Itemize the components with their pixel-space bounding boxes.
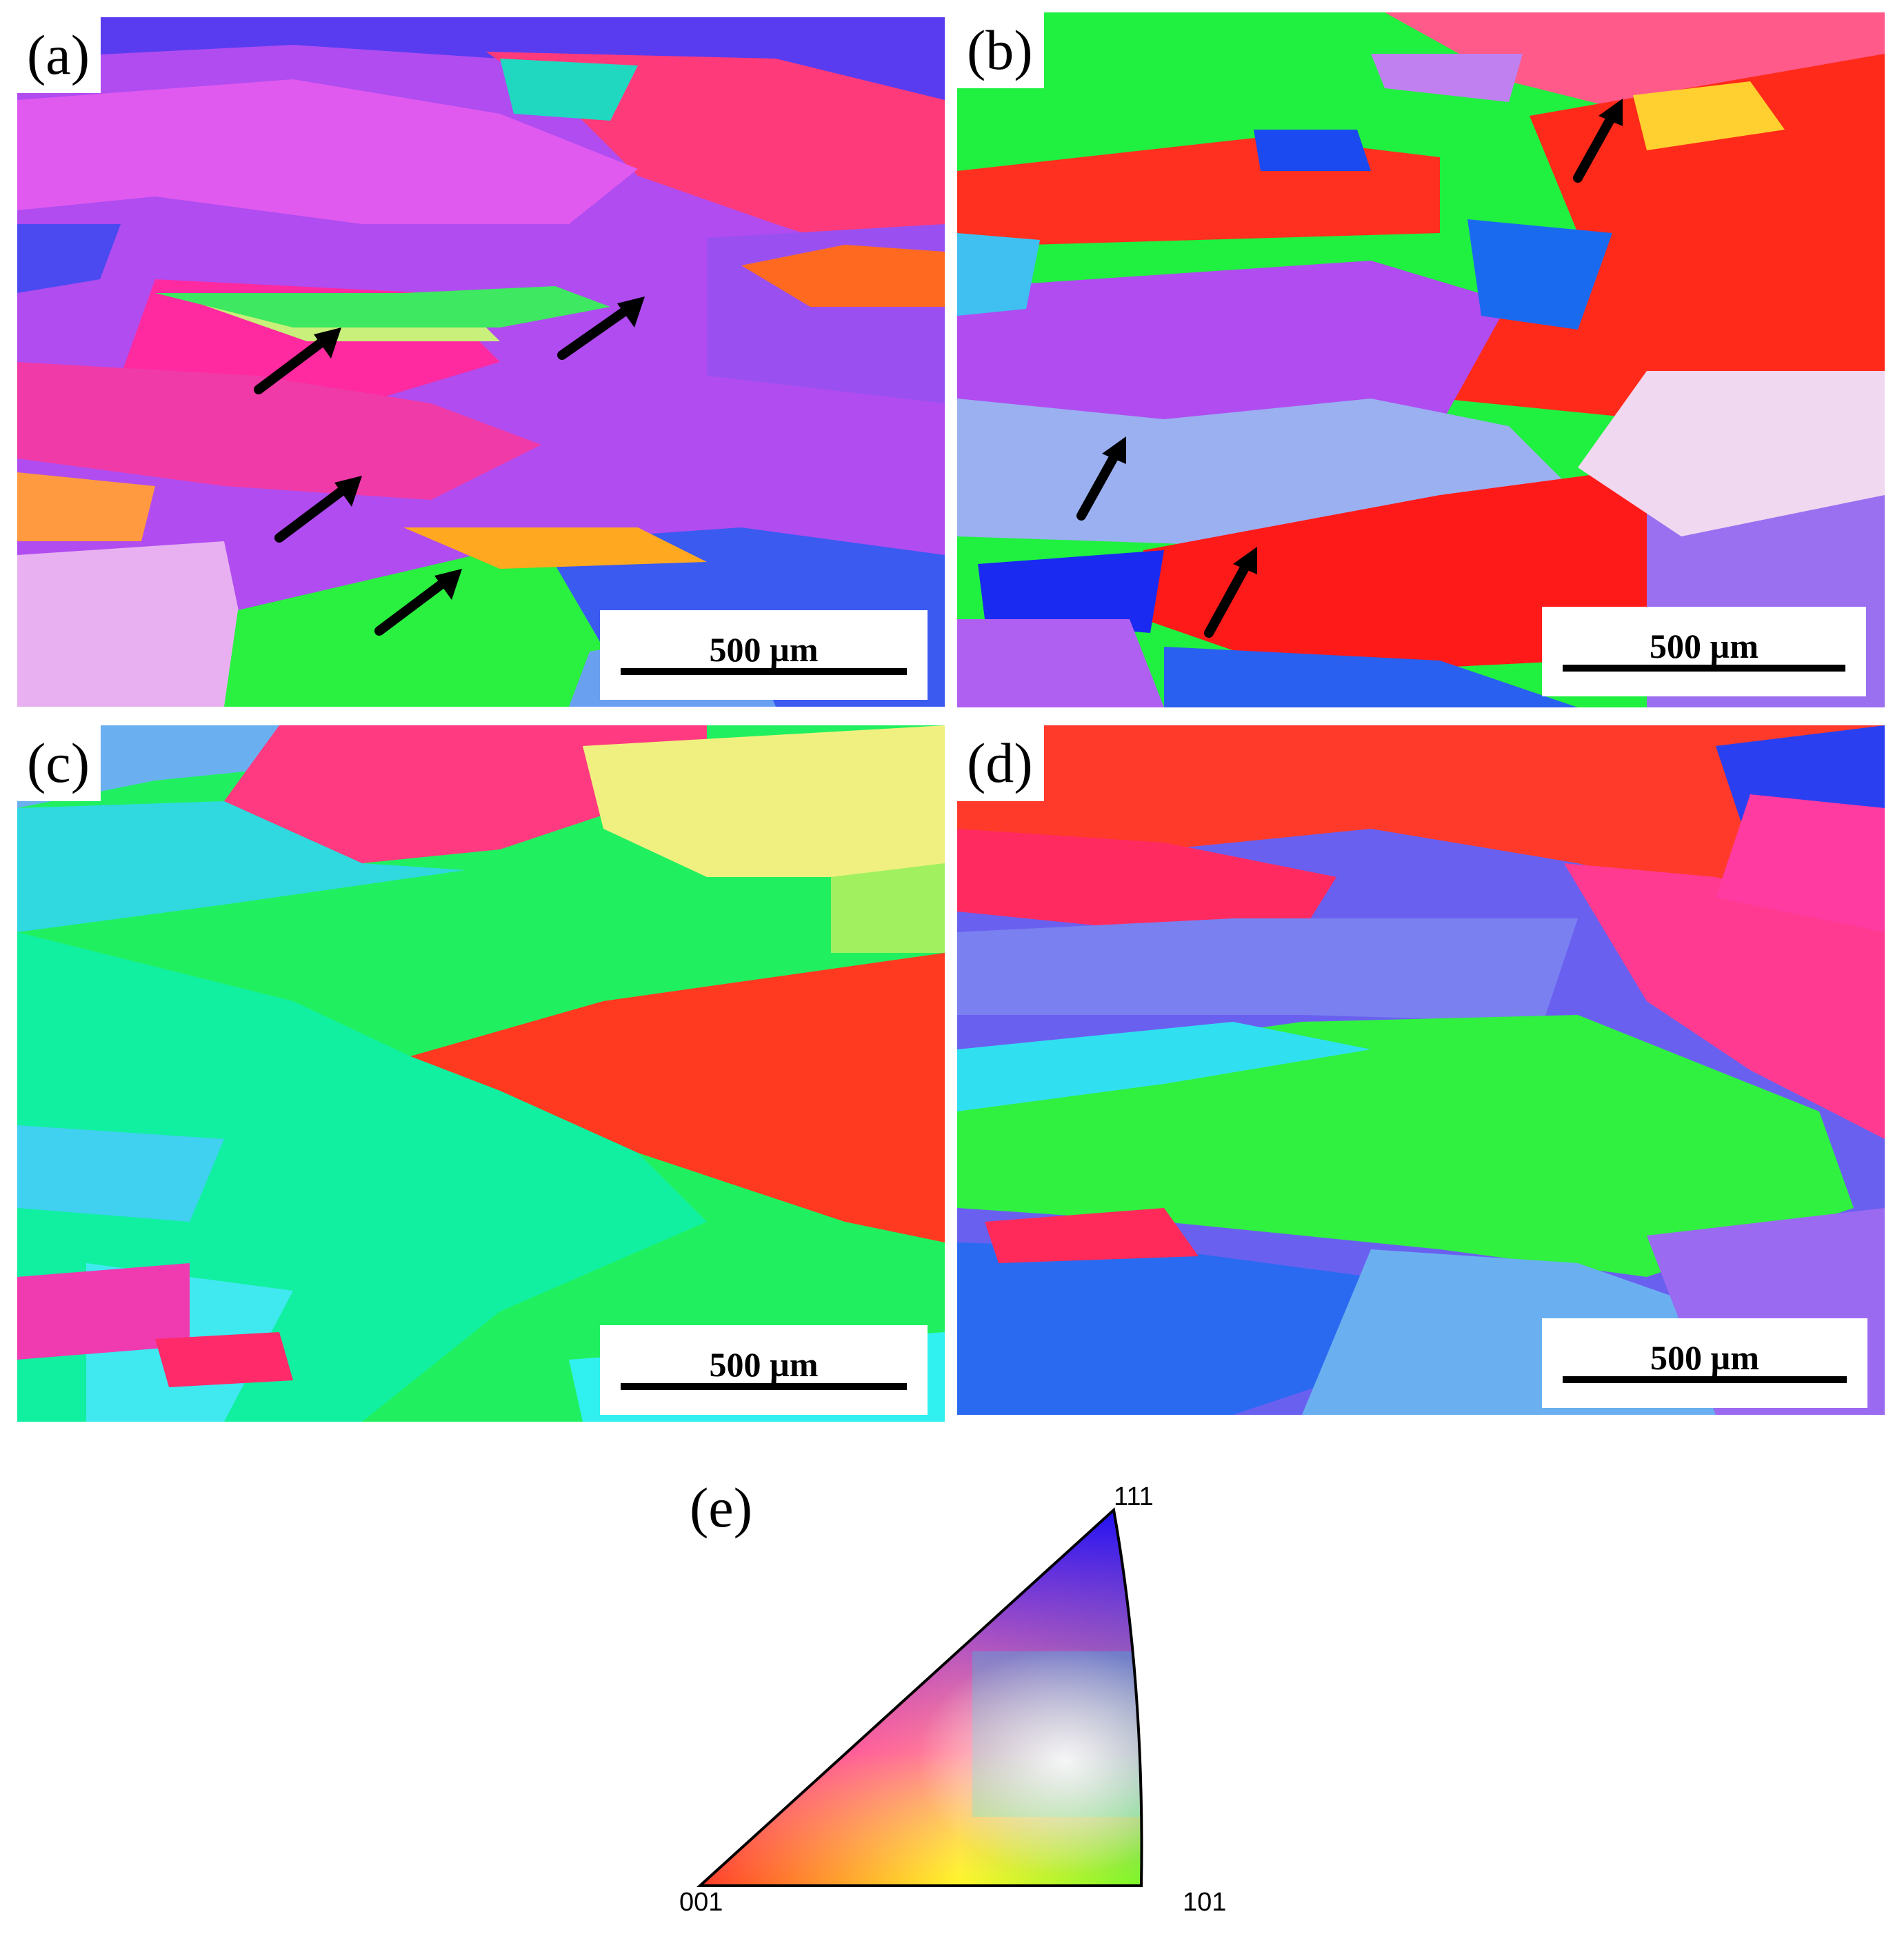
panel-label-a: (a) xyxy=(17,17,101,93)
orientation-map-c xyxy=(17,725,945,1422)
orientation-map-a xyxy=(17,17,945,707)
ipf-corner-111: 111 xyxy=(1114,1482,1154,1511)
panel-label-d: (d) xyxy=(957,725,1044,801)
ebsd-map-b: (b) 500 µm xyxy=(957,12,1885,707)
ipf-corner-101: 101 xyxy=(1183,1888,1227,1917)
scale-bar-c: 500 µm xyxy=(600,1325,928,1415)
panel-label-e: (e) xyxy=(690,1476,753,1539)
scale-bar-line-a xyxy=(621,668,907,675)
orientation-map-d xyxy=(957,725,1885,1415)
scale-bar-b: 500 µm xyxy=(1542,607,1866,696)
scale-bar-line-c xyxy=(621,1383,907,1390)
ebsd-map-d: (d) 500 µm xyxy=(957,725,1885,1415)
scale-bar-line-b xyxy=(1563,665,1845,672)
scale-bar-d: 500 µm xyxy=(1542,1318,1867,1408)
ebsd-map-c: (c) 500 µm xyxy=(17,725,945,1422)
scale-bar-a: 500 µm xyxy=(600,610,928,700)
orientation-map-b xyxy=(957,12,1885,707)
ebsd-map-a: (a) 500 µm xyxy=(17,17,945,707)
scale-bar-label-c: 500 µm xyxy=(709,1345,819,1384)
ipf-corner-001: 001 xyxy=(679,1888,723,1917)
scale-bar-label-a: 500 µm xyxy=(709,630,819,669)
ipf-color-key xyxy=(696,1507,1143,1887)
panel-label-b: (b) xyxy=(957,12,1044,88)
scale-bar-label-b: 500 µm xyxy=(1650,627,1758,665)
panel-label-c: (c) xyxy=(17,725,101,801)
scale-bar-line-d xyxy=(1563,1376,1847,1383)
scale-bar-label-d: 500 µm xyxy=(1650,1338,1759,1377)
